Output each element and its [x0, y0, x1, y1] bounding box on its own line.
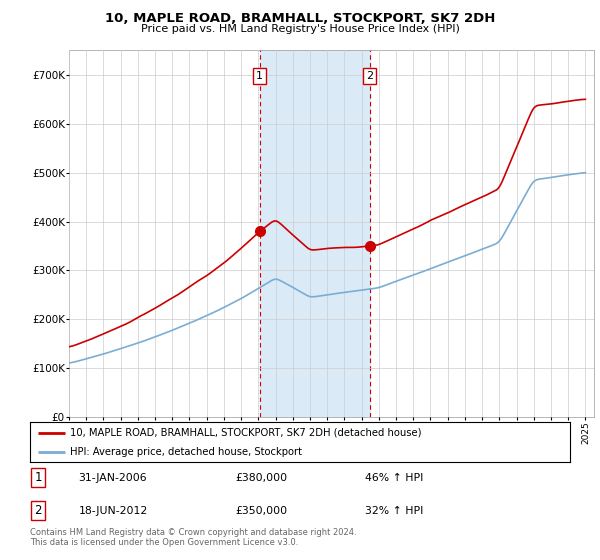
Text: Contains HM Land Registry data © Crown copyright and database right 2024.
This d: Contains HM Land Registry data © Crown c… — [30, 528, 356, 547]
Text: £350,000: £350,000 — [235, 506, 287, 516]
Text: 10, MAPLE ROAD, BRAMHALL, STOCKPORT, SK7 2DH: 10, MAPLE ROAD, BRAMHALL, STOCKPORT, SK7… — [105, 12, 495, 25]
Text: 2: 2 — [366, 71, 373, 81]
Text: 10, MAPLE ROAD, BRAMHALL, STOCKPORT, SK7 2DH (detached house): 10, MAPLE ROAD, BRAMHALL, STOCKPORT, SK7… — [71, 428, 422, 437]
Text: 31-JAN-2006: 31-JAN-2006 — [79, 473, 147, 483]
Text: 46% ↑ HPI: 46% ↑ HPI — [365, 473, 423, 483]
Text: 1: 1 — [34, 471, 42, 484]
Text: 32% ↑ HPI: 32% ↑ HPI — [365, 506, 423, 516]
Text: 2: 2 — [34, 504, 42, 517]
Text: 1: 1 — [256, 71, 263, 81]
Text: HPI: Average price, detached house, Stockport: HPI: Average price, detached house, Stoc… — [71, 447, 302, 457]
Text: 18-JUN-2012: 18-JUN-2012 — [79, 506, 148, 516]
Text: £380,000: £380,000 — [235, 473, 287, 483]
Text: Price paid vs. HM Land Registry's House Price Index (HPI): Price paid vs. HM Land Registry's House … — [140, 24, 460, 34]
Bar — [260, 50, 370, 417]
